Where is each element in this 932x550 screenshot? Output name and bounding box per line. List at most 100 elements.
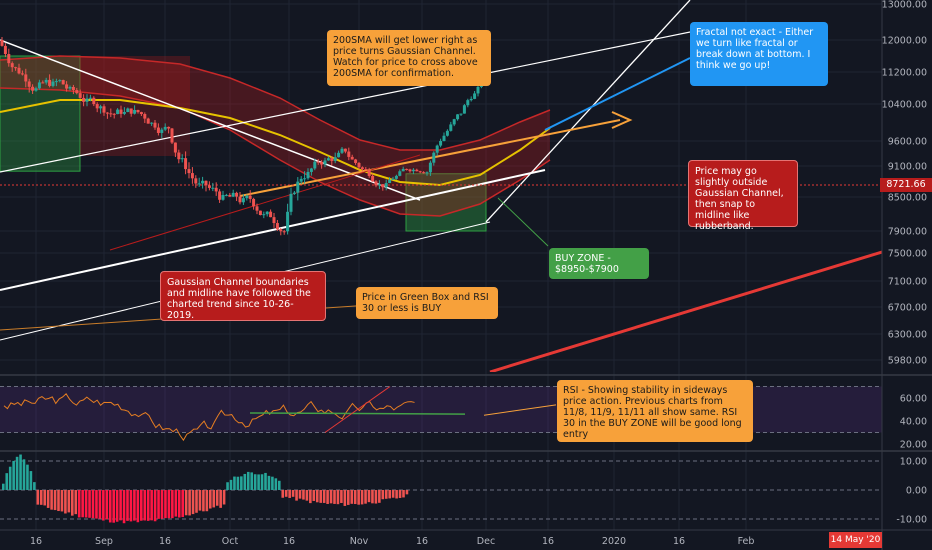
candle-body [303,178,307,180]
osc-bar [336,490,340,505]
osc-bar [229,479,233,490]
oscillator-tick-label: -10.00 [896,515,927,526]
osc-bar [326,490,329,504]
osc-bar [150,490,153,521]
candle-body [122,112,126,114]
candle-body [265,211,269,215]
osc-bar [15,456,19,490]
candle-body [109,113,113,115]
rsi-trend-line [324,386,391,433]
osc-bar [184,490,188,516]
candle-body [228,194,232,197]
ascending-channel-top [0,29,701,173]
candle-body [41,82,45,84]
osc-bar [74,490,78,515]
candle-body [167,126,171,129]
price-tick-label: 13000.00 [882,0,927,11]
osc-bar [105,490,109,520]
candle-body [218,191,222,200]
candle-body [255,206,259,211]
sma200-projection [239,119,621,197]
osc-bar [188,490,191,516]
osc-bar [315,490,319,503]
candle-body [425,172,429,174]
rsi-line [3,393,415,442]
osc-bar [215,490,219,506]
candle-body [411,169,415,172]
time-tick-label: 16 [159,536,171,547]
candle-body [187,169,191,174]
candle-body [61,80,65,85]
candle-body [357,162,361,168]
osc-bar [233,476,236,490]
candle-body [51,81,55,86]
price-tick-label: 9600.00 [888,137,927,148]
osc-bar [71,490,74,516]
candle-body [44,79,48,83]
osc-bar [95,490,98,519]
candle-body [37,82,41,89]
candle-body [469,98,473,101]
candle-body [326,158,330,161]
osc-bar [288,490,291,498]
rsi-tick-label: 60.00 [900,394,927,405]
candle-body [445,130,449,136]
buy-zone-pointer [497,197,549,247]
time-tick-label: 16 [416,536,428,547]
candle-body [54,81,58,83]
price-tick-label: 6700.00 [888,303,927,314]
osc-bar [122,490,126,524]
osc-bar [22,459,26,490]
gaussian-midline [0,99,551,187]
osc-bar [402,490,405,498]
time-tick-label: 16 [283,536,295,547]
osc-bar [39,490,43,505]
candle-body [143,114,147,119]
price-tick-label: 12000.00 [882,36,927,47]
osc-bar [146,490,150,521]
candle-body [214,187,218,192]
candle-body [133,109,137,114]
candle-body [197,183,201,185]
candle-body [408,169,412,172]
candle-body [272,217,276,224]
candle-body [112,113,116,115]
osc-bar [119,490,122,521]
osc-bar [205,490,209,512]
osc-bar [102,490,105,521]
buy-zone-callout: BUY ZONE - $8950-$7900 [549,248,649,279]
candle-body [313,161,317,169]
candle-body [459,113,463,115]
osc-bar [46,490,50,508]
sma-callout: 200SMA will get lower right as price tur… [327,30,491,86]
osc-bar [340,490,343,503]
candle-body [456,114,460,120]
osc-bar [112,490,115,523]
osc-bar [298,490,302,499]
osc-bar [357,490,360,505]
candle-body [119,109,123,114]
osc-bar [284,490,288,497]
candle-body [136,109,140,113]
osc-bar [177,490,181,518]
candle-body [65,84,69,89]
candle-body [0,40,4,46]
osc-bar [67,490,71,513]
candle-body [452,119,456,125]
osc-bar [322,490,326,503]
candle-body [126,108,130,113]
osc-bar [295,490,298,501]
osc-bar [64,490,67,514]
candle-body [422,172,426,174]
osc-bar [136,490,140,523]
osc-bar [291,490,295,497]
osc-bar [343,490,347,506]
current-price-label: 8721.66 [880,178,932,192]
candle-body [211,187,215,189]
candle-body [289,193,293,212]
osc-bar [281,490,285,498]
osc-bar [91,490,95,519]
candle-body [394,175,398,179]
osc-bar [133,490,136,521]
